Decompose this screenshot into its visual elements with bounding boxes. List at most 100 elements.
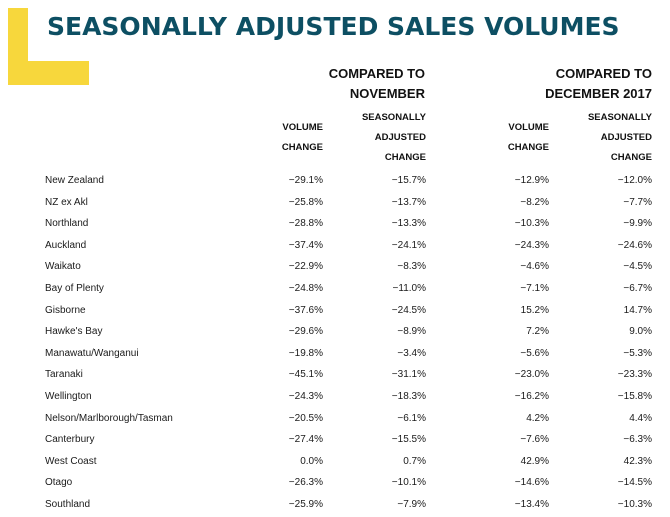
value-cell: −14.6% [514,477,549,489]
value-cell: −4.6% [520,261,549,273]
value-cell: −26.3% [288,477,323,489]
value-cell: −18.3% [391,391,426,402]
value-cell: −8.3% [397,261,426,273]
group-header-line: DECEMBER 2017 [545,86,652,101]
value-cell: 4.2% [526,412,549,424]
value-cell: −37.6% [288,304,323,316]
group-header-december-2017: COMPARED TO DECEMBER 2017 [545,64,652,104]
value-cell: −4.5% [623,261,652,273]
table-row: Taranaki −45.1% −31.1% −23.0% −23.3% [0,364,670,386]
table-row: Southland −25.9% −7.9% −13.4% −10.3% [0,494,670,516]
value-cell: −10.3% [617,499,652,510]
column-header-line: SEASONALLY [361,112,426,123]
value-cell: −29.6% [288,326,323,338]
value-cell: −25.9% [288,499,323,510]
region-name: West Coast [45,455,97,467]
value-cell: −24.1% [391,239,426,251]
column-header-line: VOLUME [508,122,549,133]
table-row: NZ ex Akl −25.8% −13.7% −8.2% −7.7% [0,192,670,214]
region-name: Otago [45,477,73,489]
region-name: Southland [45,499,91,510]
column-header-line: ADJUSTED [600,132,652,143]
value-cell: −6.1% [397,412,426,424]
value-cell: −19.8% [288,347,323,359]
value-cell: −45.1% [288,369,323,381]
value-cell: −37.4% [288,239,323,251]
value-cell: −15.8% [617,391,652,402]
value-cell: −8.2% [520,196,549,208]
column-header-seasonally-adjusted-change: SEASONALLY ADJUSTED CHANGE [362,108,426,168]
table-row: Nelson/Marlborough/Tasman −20.5% −6.1% 4.2%… [0,408,670,430]
group-header-line: COMPARED TO [328,66,425,81]
value-cell: −12.0% [617,175,652,186]
value-cell: −12.9% [514,175,549,186]
value-cell: −7.9% [397,499,426,510]
value-cell: −24.6% [617,239,652,251]
value-cell: −5.6% [520,347,549,359]
table-row: Wellington −24.3% −18.3% −16.2% −15.8% [0,386,670,408]
value-cell: −14.5% [617,477,652,489]
value-cell: −28.8% [288,218,323,230]
value-cell: 0.0% [300,455,323,467]
value-cell: 7.2% [526,326,549,338]
value-cell: −6.3% [623,434,652,446]
value-cell: −15.5% [391,434,426,446]
value-cell: 4.4% [629,412,652,424]
table-row: Manawatu/Wanganui −19.8% −3.4% −5.6% −5.3% [0,343,670,365]
value-cell: −3.4% [397,347,426,359]
value-cell: 15.2% [520,304,549,316]
table-row: Gisborne −37.6% −24.5% 15.2% 14.7% [0,300,670,322]
region-name: Canterbury [45,434,95,446]
region-name: Nelson/Marlborough/Tasman [45,412,173,424]
value-cell: 9.0% [629,326,652,338]
value-cell: −13.7% [391,196,426,208]
value-cell: −24.5% [391,304,426,316]
group-header-line: COMPARED TO [555,66,652,81]
value-cell: 14.7% [623,304,652,316]
value-cell: −6.7% [623,283,652,294]
table-row: Northland −28.8% −13.3% −10.3% −9.9% [0,213,670,235]
value-cell: 42.3% [623,455,652,467]
column-header-line: CHANGE [610,152,652,163]
table-row: New Zealand −29.1% −15.7% −12.9% −12.0% [0,170,670,192]
region-name: Bay of Plenty [45,283,104,294]
value-cell: −7.1% [520,283,549,294]
value-cell: −25.8% [288,196,323,208]
group-header-november: COMPARED TO NOVEMBER [329,64,425,104]
value-cell: −24.3% [514,239,549,251]
region-name: Taranaki [45,369,83,381]
region-name: New Zealand [45,175,104,186]
table-row: Bay of Plenty −24.8% −11.0% −7.1% −6.7% [0,278,670,300]
value-cell: 42.9% [520,455,549,467]
region-name: Manawatu/Wanganui [45,347,139,359]
table-row: Waikato −22.9% −8.3% −4.6% −4.5% [0,256,670,278]
value-cell: −23.0% [514,369,549,381]
table-row: Hawke's Bay −29.6% −8.9% 7.2% 9.0% [0,321,670,343]
value-cell: −29.1% [288,175,323,186]
value-cell: −27.4% [288,434,323,446]
chart-title: SEASONALLY ADJUSTED SALES VOLUMES [47,12,620,41]
value-cell: −7.6% [520,434,549,446]
value-cell: −10.3% [514,218,549,230]
value-cell: −22.9% [288,261,323,273]
column-header-line: SEASONALLY [587,112,652,123]
column-header-line: VOLUME [282,122,323,133]
value-cell: −8.9% [397,326,426,338]
region-name: Auckland [45,239,87,251]
table-row: Canterbury −27.4% −15.5% −7.6% −6.3% [0,429,670,451]
value-cell: −9.9% [623,218,652,230]
value-cell: −13.4% [514,499,549,510]
value-cell: −10.1% [391,477,426,489]
value-cell: −31.1% [391,369,426,381]
table-row: Otago −26.3% −10.1% −14.6% −14.5% [0,472,670,494]
accent-bar-horizontal [8,61,89,85]
value-cell: −23.3% [617,369,652,381]
value-cell: −13.3% [391,218,426,230]
value-cell: −5.3% [623,347,652,359]
region-name: Wellington [45,391,92,402]
column-header-volume-change: VOLUME CHANGE [508,118,549,158]
value-cell: −16.2% [514,391,549,402]
region-name: NZ ex Akl [45,196,88,208]
value-cell: −20.5% [288,412,323,424]
value-cell: −11.0% [392,283,426,294]
